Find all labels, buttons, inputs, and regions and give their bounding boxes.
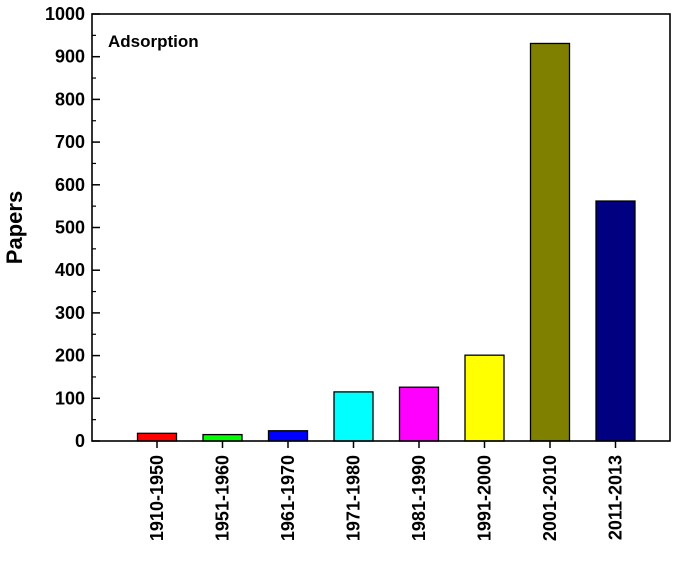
x-tick-label: 1971-1980 bbox=[344, 455, 364, 541]
y-tick-label: 900 bbox=[55, 47, 85, 67]
y-axis-title: Papers bbox=[2, 191, 27, 264]
x-axis-ticks: 1910-1950 1951-1960 1961-1970 1971-1980 1981… bbox=[147, 441, 626, 541]
y-tick-label: 300 bbox=[55, 303, 85, 323]
x-tick-label: 2001-2010 bbox=[540, 455, 560, 541]
y-tick-label: 1000 bbox=[45, 4, 85, 24]
x-tick-label: 1981-1990 bbox=[409, 455, 429, 541]
bar-2001-2010 bbox=[529, 42, 571, 442]
y-tick-label: 600 bbox=[55, 175, 85, 195]
bar-1961-1970 bbox=[267, 430, 309, 442]
y-tick-label: 100 bbox=[55, 388, 85, 408]
x-tick-label: 1910-1950 bbox=[147, 455, 167, 541]
annotation-label: Adsorption bbox=[108, 32, 199, 51]
y-tick-label: 0 bbox=[75, 431, 85, 451]
bar-2011-2013 bbox=[595, 200, 636, 442]
y-tick-label: 400 bbox=[55, 260, 85, 280]
bar-1910-1950 bbox=[136, 432, 178, 442]
y-tick-label: 800 bbox=[55, 89, 85, 109]
x-tick-label: 1991-2000 bbox=[475, 455, 495, 541]
y-axis-ticks: 0 100 200 300 400 500 600 700 800 900 1000 bbox=[45, 4, 100, 451]
bar-1981-1990 bbox=[398, 386, 440, 442]
y-tick-label: 700 bbox=[55, 132, 85, 152]
plot-frame bbox=[91, 13, 671, 442]
bar-1971-1980 bbox=[333, 391, 374, 442]
x-tick-label: 1951-1960 bbox=[213, 455, 233, 541]
x-tick-label: 2011-2013 bbox=[606, 455, 626, 540]
x-tick-label: 1961-1970 bbox=[278, 455, 298, 541]
y-tick-label: 500 bbox=[55, 218, 85, 238]
y-tick-label: 200 bbox=[55, 346, 85, 366]
bars-group bbox=[136, 42, 636, 442]
bar-1951-1960 bbox=[202, 433, 243, 442]
bar-1991-2000 bbox=[464, 354, 505, 442]
